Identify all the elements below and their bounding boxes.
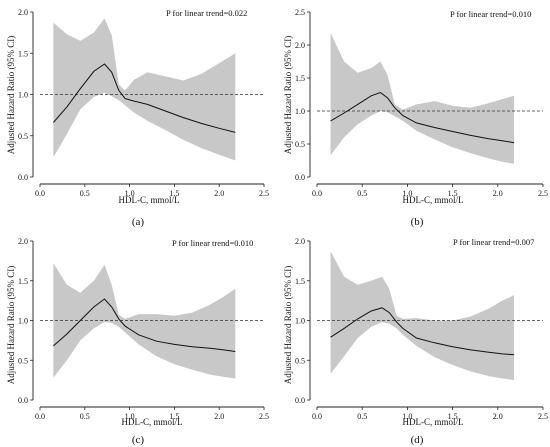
panel-label: (c) — [132, 434, 145, 446]
x-tick-label: 0.5 — [80, 412, 90, 421]
x-tick-label: 1.0 — [125, 412, 135, 421]
x-tick-label: 1.0 — [125, 189, 135, 198]
y-tick-label: 2.5 — [295, 8, 305, 17]
panel-label: (d) — [411, 434, 424, 446]
x-tick-label: 2.0 — [493, 412, 503, 421]
x-tick-label: 1.0 — [402, 412, 412, 421]
x-tick-label: 1.5 — [448, 412, 458, 421]
confidence-band — [53, 263, 236, 379]
y-tick-label: 0.0 — [295, 396, 305, 405]
y-tick-label: 0.0 — [18, 173, 28, 182]
y-tick-label: 1.0 — [295, 107, 305, 116]
x-axis-title: HDL-C, mmol/L — [119, 195, 180, 205]
confidence-band — [53, 18, 236, 161]
trend-annotation: P for linear trend=0.010 — [450, 9, 531, 19]
x-tick-label: 2.0 — [214, 189, 224, 198]
panel-a: Adjusted Hazard Ratio (95% CI) P for lin… — [6, 8, 269, 228]
x-tick-label: 0.5 — [357, 189, 367, 198]
y-tick-label: 0.5 — [295, 140, 305, 149]
y-tick-label: 2.0 — [295, 41, 305, 50]
y-tick-label: 1.0 — [18, 317, 28, 326]
panel-c: Adjusted Hazard Ratio (95% CI) P for lin… — [6, 237, 269, 446]
x-tick-label: 0.5 — [357, 412, 367, 421]
trend-annotation: P for linear trend=0.007 — [453, 237, 534, 247]
y-tick-label: 0.0 — [18, 396, 28, 405]
y-axis-title: Adjusted Hazard Ratio (95% CI) — [283, 36, 293, 154]
panel-d: Adjusted Hazard Ratio (95% CI) P for lin… — [283, 237, 548, 446]
y-axis-title: Adjusted Hazard Ratio (95% CI) — [283, 266, 293, 384]
trend-annotation: P for linear trend=0.010 — [172, 238, 253, 248]
x-axis-title: HDL-C, mmol/L — [403, 195, 464, 205]
x-tick-label: 0.0 — [35, 412, 45, 421]
y-tick-label: 1.5 — [18, 277, 28, 286]
y-axis-title: Adjusted Hazard Ratio (95% CI) — [6, 36, 16, 154]
y-tick-label: 0.5 — [18, 132, 28, 141]
x-tick-label: 2.0 — [214, 412, 224, 421]
x-tick-label: 0.0 — [312, 189, 322, 198]
x-tick-label: 0.0 — [35, 189, 45, 198]
trend-annotation: P for linear trend=0.022 — [166, 8, 247, 18]
y-tick-label: 1.5 — [18, 49, 28, 58]
y-tick-label: 1.0 — [18, 91, 28, 100]
x-tick-label: 2.5 — [538, 189, 548, 198]
y-tick-label: 0.0 — [295, 173, 305, 182]
y-tick-label: 2.0 — [18, 8, 28, 17]
x-tick-label: 0.0 — [312, 412, 322, 421]
confidence-band — [330, 33, 515, 164]
hazard-ratio-curve — [53, 298, 236, 352]
x-tick-label: 2.5 — [538, 412, 548, 421]
x-tick-label: 1.5 — [169, 412, 179, 421]
y-tick-label: 2.0 — [18, 237, 28, 246]
y-tick-label: 0.5 — [295, 356, 305, 365]
x-tick-label: 1.5 — [448, 189, 458, 198]
y-tick-label: 1.5 — [295, 74, 305, 83]
panel-label: (b) — [411, 216, 424, 228]
x-axis-title: HDL-C, mmol/L — [403, 417, 464, 427]
y-axis-title: Adjusted Hazard Ratio (95% CI) — [6, 266, 16, 384]
x-axis-title: HDL-C, mmol/L — [122, 417, 183, 427]
panel-label: (a) — [132, 216, 145, 228]
hazard-ratio-curve — [53, 63, 236, 133]
x-tick-label: 2.5 — [259, 412, 269, 421]
panel-b: Adjusted Hazard Ratio (95% CI) P for lin… — [283, 8, 548, 228]
x-tick-label: 1.0 — [402, 189, 412, 198]
x-tick-label: 0.5 — [80, 189, 90, 198]
y-tick-label: 2.0 — [295, 237, 305, 246]
y-tick-label: 1.5 — [295, 277, 305, 286]
confidence-band — [330, 251, 515, 381]
x-tick-label: 2.5 — [259, 189, 269, 198]
y-tick-label: 0.5 — [18, 356, 28, 365]
hazard-ratio-curve — [330, 307, 515, 356]
x-tick-label: 1.5 — [169, 189, 179, 198]
x-tick-label: 2.0 — [493, 189, 503, 198]
y-tick-label: 1.0 — [295, 317, 305, 326]
hazard-ratio-curve — [330, 91, 515, 144]
